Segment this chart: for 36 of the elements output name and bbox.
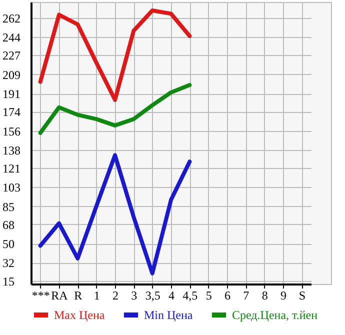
x-tick-label: 9 (280, 288, 286, 302)
line-series (38, 8, 192, 102)
x-tick-label: S (298, 288, 306, 302)
x-tick-label: 7 (243, 288, 250, 302)
y-tick-label: 15 (2, 274, 14, 288)
x-tick-label: 4 (168, 288, 174, 302)
y-tick-label: 156 (2, 124, 20, 138)
y-tick-label: 103 (2, 180, 20, 195)
y-tick-label: 32 (2, 256, 14, 270)
y-tick-label: 121 (2, 162, 20, 176)
y-tick-label: 244 (2, 30, 20, 45)
y-tick-label: 138 (2, 143, 20, 158)
y-tick-label: 262 (2, 11, 20, 26)
x-tick-label: 2 (112, 288, 118, 302)
x-tick-label: 3,5 (145, 288, 160, 302)
x-tick-label: RA (51, 288, 68, 302)
y-tick-label: 227 (2, 48, 20, 63)
y-tick-label: 85 (2, 200, 14, 214)
line-series (38, 153, 192, 276)
x-tick-label: R (74, 288, 82, 302)
x-tick-label: 5 (206, 288, 212, 302)
x-tick-label: 3 (131, 288, 138, 302)
x-tick-label: 6 (224, 288, 230, 302)
x-tick-label: 1 (94, 288, 100, 302)
line-series (38, 83, 192, 135)
y-tick-label: 191 (2, 87, 20, 102)
y-tick-label: 68 (2, 218, 14, 232)
legend-label: Max Цена (54, 308, 106, 322)
y-tick-label: 209 (2, 68, 20, 82)
x-tick-label: 8 (262, 288, 268, 302)
x-tick-label: 4,5 (182, 288, 198, 302)
y-tick-label: 50 (2, 237, 14, 252)
x-tick-label: *** (32, 288, 50, 302)
legend-label: Сред.Цена, т.йен (232, 308, 318, 322)
legend-label: Min Цена (144, 308, 194, 322)
y-tick-label: 174 (2, 105, 20, 120)
